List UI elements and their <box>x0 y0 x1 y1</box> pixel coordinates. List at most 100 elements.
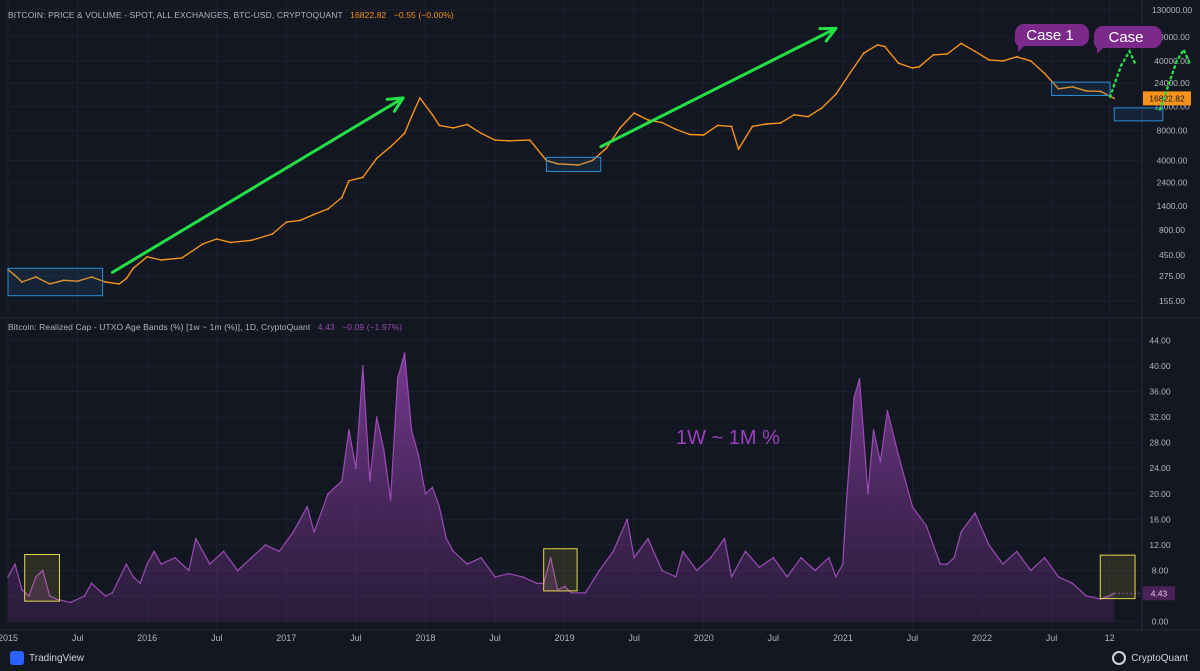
band-point <box>362 365 364 367</box>
x-tick-label: 2021 <box>833 633 853 643</box>
band-point <box>846 492 848 495</box>
case-2-bubble-label: Case <box>1108 29 1143 46</box>
price-point <box>313 213 316 216</box>
price-point <box>883 45 886 48</box>
band-series-title: Bitcoin: Realized Cap - UTXO Age Bands (… <box>8 322 311 332</box>
tradingview-brand[interactable]: TradingView <box>10 651 84 665</box>
band-point <box>55 598 58 601</box>
x-tick-label: 2017 <box>276 633 296 643</box>
price-point <box>466 123 469 126</box>
band-point <box>939 563 942 565</box>
trend-arrow-2019-head <box>818 26 838 43</box>
band-point <box>897 454 900 457</box>
price-last-badge-text: 16822.82 <box>1149 93 1185 103</box>
price-point <box>556 162 559 165</box>
annotations: Case 1 Case 1W ~ 1M % <box>7 24 1192 602</box>
band-point <box>132 576 135 578</box>
price-tick-label: 8000.00 <box>1157 125 1188 135</box>
price-point <box>160 259 162 261</box>
price-point <box>633 112 636 114</box>
band-point <box>28 595 30 597</box>
price-point <box>1099 90 1102 93</box>
band-tick-label: 40.00 <box>1149 361 1171 371</box>
band-point <box>563 585 566 588</box>
band-point <box>522 576 524 578</box>
band-point <box>744 550 747 553</box>
band-point <box>584 592 587 594</box>
accumulation-box-2019 <box>545 156 602 172</box>
band-tick-label: 28.00 <box>1149 438 1171 448</box>
price-point <box>21 281 23 283</box>
price-tick-label: 1400.00 <box>1157 201 1188 211</box>
band-point <box>828 556 830 559</box>
cryptoquant-brand[interactable]: CryptoQuant <box>1112 651 1188 665</box>
price-point <box>181 256 183 259</box>
case-2-bubble-shape <box>1093 26 1162 54</box>
price-point <box>737 148 740 151</box>
band-point <box>988 544 990 546</box>
price-point <box>452 126 455 129</box>
price-point <box>375 157 378 160</box>
band-point <box>1043 556 1046 559</box>
price-point <box>403 132 406 135</box>
price-point <box>647 119 649 121</box>
price-point <box>118 282 121 285</box>
band-point <box>647 537 649 540</box>
price-last-badge <box>1143 91 1191 106</box>
price-point <box>347 179 350 182</box>
tradingview-logo-icon <box>10 651 24 665</box>
band-point <box>368 480 371 482</box>
band-point <box>41 569 44 572</box>
price-point <box>132 267 135 270</box>
price-point <box>1043 72 1046 75</box>
price-point <box>946 53 949 55</box>
price-point <box>215 238 218 240</box>
band-point <box>222 550 225 553</box>
price-point <box>577 164 580 166</box>
price-change: −0.55 (−0.00%) <box>393 10 454 20</box>
price-point <box>688 133 691 136</box>
price-point <box>821 106 823 109</box>
band-point <box>341 480 343 482</box>
band-point <box>800 556 802 559</box>
band-last-value: 4.43 <box>317 322 335 332</box>
band-point <box>872 429 875 431</box>
band-point <box>814 569 816 572</box>
band-point <box>188 569 190 572</box>
band-point <box>675 576 677 578</box>
band-point <box>208 563 211 565</box>
price-point <box>674 128 677 131</box>
price-point <box>702 134 705 136</box>
band-point <box>879 461 882 463</box>
band-point <box>1106 595 1109 598</box>
price-point <box>271 233 274 235</box>
price-point <box>1015 55 1018 58</box>
band-point <box>612 550 615 553</box>
band-point <box>35 576 37 578</box>
price-point <box>389 145 392 148</box>
price-point <box>1113 97 1116 100</box>
price-point <box>988 58 990 61</box>
accumulation-box-2015 <box>7 267 104 297</box>
price-point <box>361 176 364 179</box>
band-point <box>925 524 928 527</box>
price-chart[interactable] <box>7 42 1116 285</box>
band-point <box>327 492 329 495</box>
band-point <box>389 499 392 501</box>
band-point <box>146 563 148 565</box>
band-chart[interactable] <box>7 352 1115 622</box>
band-point <box>709 556 712 559</box>
price-last-value: 16822.82 <box>350 10 387 20</box>
price-point <box>1057 87 1060 90</box>
band-tick-label: 36.00 <box>1149 387 1171 397</box>
case-2-bubble: Case <box>1093 26 1162 54</box>
band-point <box>960 531 962 533</box>
price-point <box>146 255 149 258</box>
price-series-title: BITCOIN: PRICE & VOLUME - SPOT, ALL EXCH… <box>8 10 343 20</box>
band-point <box>348 429 350 431</box>
band-point <box>195 537 197 540</box>
band-point <box>480 556 482 559</box>
price-point <box>528 139 531 142</box>
x-tick-label: Jul <box>907 633 919 643</box>
band-point <box>382 448 385 450</box>
